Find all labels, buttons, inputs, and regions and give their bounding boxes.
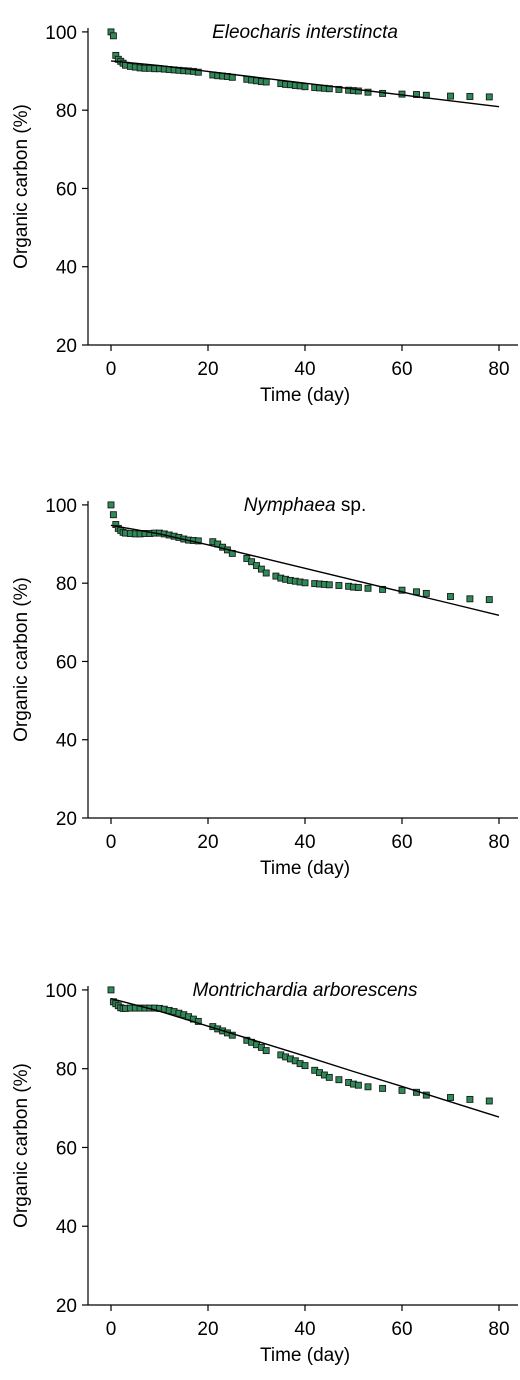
chart-title-3: Montrichardia arborescens bbox=[193, 980, 418, 1001]
x-tick-label-2-20: 20 bbox=[197, 832, 218, 853]
chart-panel-3: 20 40 60 80 100 0 20 40 60 80 Montrichardia arbor… bbox=[11, 980, 518, 1366]
data-point-2-38 bbox=[301, 579, 309, 587]
x-axis-label-2: Time (day) bbox=[260, 858, 350, 879]
y-tick-label-3-80: 80 bbox=[56, 1060, 77, 1081]
x-tick-label-1-20: 20 bbox=[197, 359, 218, 380]
chart-title-1: Eleocharis interstincta bbox=[212, 22, 398, 43]
y-tick-label-2-60: 60 bbox=[56, 652, 77, 673]
x-tick-label-3-0: 0 bbox=[106, 1319, 117, 1340]
x-tick-label-3-80: 80 bbox=[488, 1319, 509, 1340]
data-point-3-0 bbox=[107, 986, 115, 994]
data-point-3-41 bbox=[325, 1073, 333, 1081]
y-tick-label-3-20: 20 bbox=[56, 1296, 77, 1317]
x-tick-label-1-60: 60 bbox=[391, 359, 412, 380]
data-point-3-42 bbox=[335, 1076, 343, 1084]
fit-line-1 bbox=[110, 60, 500, 108]
data-point-1-52 bbox=[466, 93, 474, 100]
y-tick-label-2-20: 20 bbox=[56, 809, 77, 830]
y-tick-label-2-40: 40 bbox=[56, 731, 77, 752]
x-tick-label-2-80: 80 bbox=[488, 832, 509, 853]
chart-title-italic-3: Montrichardia arborescens bbox=[193, 980, 418, 1001]
data-point-2-52 bbox=[447, 593, 454, 600]
x-tick-label-2-60: 60 bbox=[391, 832, 412, 853]
data-point-2-0 bbox=[107, 501, 115, 509]
y-axis-label-3: Organic carbon (%) bbox=[11, 1063, 32, 1228]
y-tick-label-3-60: 60 bbox=[56, 1138, 77, 1159]
fit-line-3 bbox=[110, 997, 500, 1118]
data-point-2-21 bbox=[194, 537, 202, 545]
chart-title-italic-2: Nymphaea bbox=[244, 495, 336, 516]
y-axis-label-2: Organic carbon (%) bbox=[11, 577, 32, 742]
data-point-3-52 bbox=[466, 1095, 474, 1103]
chart-title-italic-1: Eleocharis interstincta bbox=[212, 22, 398, 43]
y-tick-label-2-100: 100 bbox=[45, 496, 77, 517]
data-point-3-51 bbox=[447, 1094, 454, 1101]
data-point-3-37 bbox=[301, 1062, 309, 1070]
y-tick-label-3-40: 40 bbox=[56, 1217, 77, 1238]
y-tick-label-2-80: 80 bbox=[56, 574, 77, 595]
x-tick-label-3-20: 20 bbox=[197, 1319, 218, 1340]
x-tick-label-2-40: 40 bbox=[294, 832, 315, 853]
x-tick-label-1-40: 40 bbox=[294, 359, 315, 380]
x-axis-label-3: Time (day) bbox=[260, 1345, 350, 1366]
x-tick-label-1-80: 80 bbox=[488, 359, 509, 380]
data-point-1-49 bbox=[413, 91, 420, 98]
y-tick-label-1-100: 100 bbox=[45, 23, 77, 44]
y-tick-label-1-20: 20 bbox=[56, 336, 77, 357]
y-tick-label-1-80: 80 bbox=[56, 101, 77, 122]
fit-line-2 bbox=[110, 524, 500, 616]
data-points-3 bbox=[107, 986, 493, 1105]
ticks-3: 20 40 60 80 100 0 20 40 60 80 bbox=[45, 981, 509, 1340]
x-tick-label-3-40: 40 bbox=[294, 1319, 315, 1340]
x-tick-label-2-0: 0 bbox=[106, 832, 117, 853]
data-point-2-42 bbox=[325, 581, 333, 589]
data-point-2-29 bbox=[253, 562, 260, 570]
data-point-1-51 bbox=[447, 92, 454, 100]
ticks-1: 20 40 60 80 100 0 20 40 60 80 bbox=[45, 23, 509, 380]
y-tick-label-1-40: 40 bbox=[56, 258, 77, 279]
data-point-1-46 bbox=[364, 88, 372, 96]
x-axis-label-1: Time (day) bbox=[260, 385, 350, 406]
data-point-2-53 bbox=[466, 595, 474, 603]
y-tick-label-3-100: 100 bbox=[45, 981, 77, 1002]
data-point-3-48 bbox=[398, 1086, 406, 1094]
y-axis-label-1: Organic carbon (%) bbox=[11, 104, 32, 269]
y-tick-label-1-60: 60 bbox=[56, 179, 77, 200]
chart-title-2: Nymphaea sp. bbox=[244, 495, 367, 516]
data-point-2-31 bbox=[262, 569, 270, 577]
chart-panel-1: 20 40 60 80 100 0 20 40 60 80 Eleocharis intersti… bbox=[11, 22, 518, 406]
data-point-2-47 bbox=[364, 584, 372, 592]
data-point-1-31 bbox=[262, 78, 270, 86]
data-point-3-21 bbox=[194, 1017, 202, 1025]
data-point-3-47 bbox=[379, 1084, 387, 1092]
data-point-3-45 bbox=[354, 1081, 362, 1089]
data-point-1-42 bbox=[335, 85, 343, 93]
data-point-1-37 bbox=[301, 83, 309, 91]
data-point-2-49 bbox=[398, 586, 406, 594]
data-point-2-46 bbox=[354, 584, 362, 591]
data-point-1-45 bbox=[354, 87, 362, 95]
x-tick-label-3-60: 60 bbox=[391, 1319, 412, 1340]
chart-panel-2: 20 40 60 80 100 0 20 40 60 80 Nymphaea sp. Time (… bbox=[11, 495, 518, 879]
ticks-2: 20 40 60 80 100 0 20 40 60 80 bbox=[45, 496, 509, 853]
data-point-1-53 bbox=[485, 93, 493, 101]
data-points-2 bbox=[107, 501, 493, 604]
data-point-3-46 bbox=[364, 1083, 372, 1091]
data-point-2-30 bbox=[257, 565, 265, 573]
data-point-2-51 bbox=[422, 589, 430, 597]
data-point-3-53 bbox=[485, 1097, 493, 1105]
x-tick-label-1-0: 0 bbox=[106, 359, 117, 380]
data-point-2-50 bbox=[413, 588, 420, 596]
data-point-2-43 bbox=[335, 582, 343, 589]
data-point-1-1 bbox=[109, 32, 117, 40]
data-point-2-1 bbox=[109, 511, 117, 519]
data-point-1-21 bbox=[194, 68, 202, 76]
data-point-2-28 bbox=[248, 558, 256, 566]
chart-title-plain-2: sp. bbox=[336, 495, 367, 516]
data-point-3-31 bbox=[262, 1047, 270, 1055]
data-point-2-54 bbox=[485, 596, 493, 604]
